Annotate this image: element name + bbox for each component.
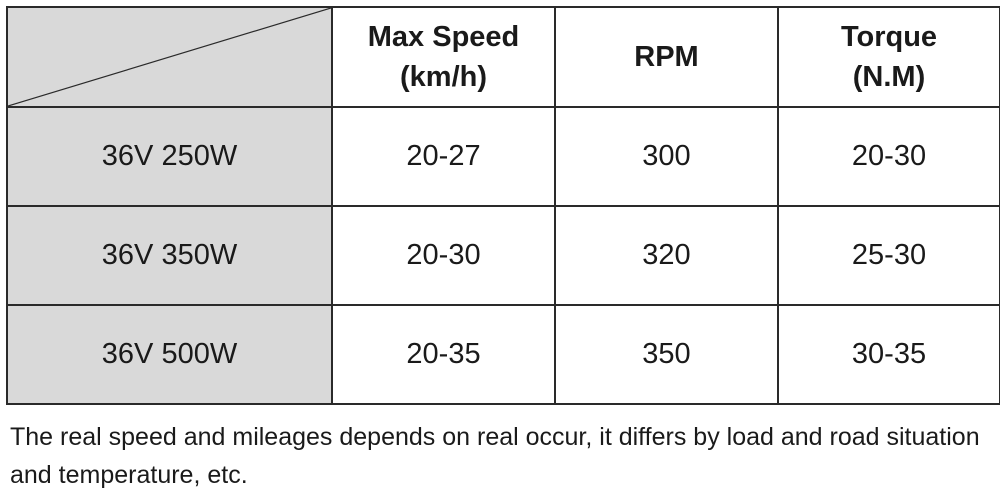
model-cell: 36V 250W: [6, 106, 333, 207]
rpm-cell: 300: [554, 106, 779, 207]
disclaimer-note: The real speed and mileages depends on r…: [10, 423, 980, 489]
table-row: 36V 350W 20-30 320 25-30: [6, 205, 1000, 306]
header-max-speed: Max Speed (km/h): [331, 6, 556, 108]
header-torque: Torque (N.M): [777, 6, 1000, 108]
max-speed-cell: 20-30: [331, 205, 556, 306]
diagonal-divider: [8, 8, 331, 106]
rpm-cell: 350: [554, 304, 779, 405]
header-row: Max Speed (km/h) RPM Torque (N.M): [6, 6, 1000, 108]
torque-cell: 20-30: [777, 106, 1000, 207]
header-torque-label: Torque: [840, 21, 938, 53]
torque-cell: 30-35: [777, 304, 1000, 405]
header-rpm-label: RPM: [634, 41, 699, 73]
table-row: 36V 500W 20-35 350 30-35: [6, 304, 1000, 405]
max-speed-cell: 20-27: [331, 106, 556, 207]
rpm-cell: 320: [554, 205, 779, 306]
table-row: 36V 250W 20-27 300 20-30: [6, 106, 1000, 207]
header-max-speed-unit: (km/h): [400, 61, 487, 93]
spec-table: Max Speed (km/h) RPM Torque (N.M) 36V 25…: [6, 6, 1000, 405]
model-cell: 36V 500W: [6, 304, 333, 405]
corner-cell: [6, 6, 333, 108]
model-cell: 36V 350W: [6, 205, 333, 306]
header-max-speed-label: Max Speed: [367, 21, 520, 53]
header-rpm: RPM: [554, 6, 779, 108]
torque-cell: 25-30: [777, 205, 1000, 306]
max-speed-cell: 20-35: [331, 304, 556, 405]
header-torque-unit: (N.M): [852, 61, 926, 93]
